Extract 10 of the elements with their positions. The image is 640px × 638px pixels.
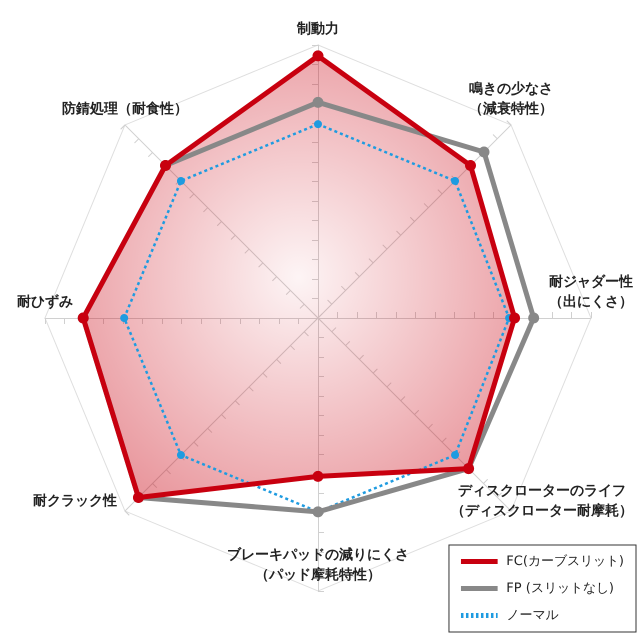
legend-label: FP (スリットなし) <box>506 581 614 596</box>
spoke-label: 鳴きの少なさ（減衰特性） <box>469 80 554 117</box>
spoke-label: 制動力 <box>296 21 339 37</box>
spoke-label: 耐クラック性 <box>32 493 117 510</box>
spoke-label: ディスクローターのライフ（ディスクローター耐摩耗） <box>451 483 634 520</box>
legend-label: ノーマル <box>506 608 558 623</box>
spoke-label: 耐ひずみ <box>17 294 73 310</box>
spoke-label: 耐ジャダー性（出にくさ） <box>549 274 633 310</box>
legend-label: FC(カーブスリット) <box>506 554 624 569</box>
spoke-label: 防錆処理（耐食性） <box>62 100 188 117</box>
